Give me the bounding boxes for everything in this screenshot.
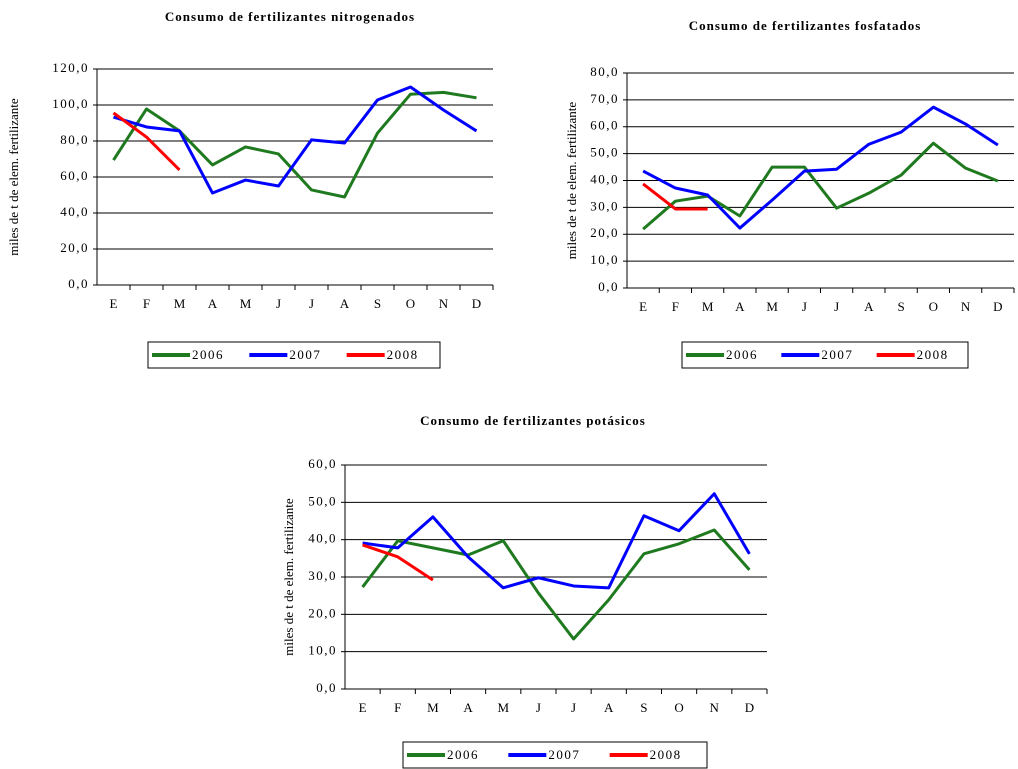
y-tick-label: 100,0	[52, 96, 89, 111]
series-line	[642, 141, 999, 231]
y-tick-label: 30,0	[308, 568, 337, 583]
x-tick-label: N	[439, 296, 449, 311]
x-tick-label: O	[406, 296, 415, 311]
x-tick-label: S	[640, 700, 647, 715]
chart-title: Consumo de fertilizantes fosfatados	[689, 18, 922, 33]
x-tick-label: A	[340, 296, 350, 311]
x-tick-label: M	[240, 296, 252, 311]
chart-title: Consumo de fertilizantes nitrogenados	[165, 9, 415, 24]
y-tick-label: 80,0	[60, 132, 89, 147]
legend-label: 2007	[821, 347, 853, 362]
x-tick-label: O	[674, 700, 683, 715]
legend-label: 2008	[387, 347, 419, 362]
x-tick-label: J	[276, 296, 281, 311]
y-tick-label: 120,0	[52, 60, 89, 75]
y-tick-label: 20,0	[590, 225, 619, 240]
x-tick-label: E	[639, 299, 647, 314]
x-tick-label: E	[359, 700, 367, 715]
x-tick-label: A	[463, 700, 473, 715]
x-tick-label: J	[834, 299, 839, 314]
series-line	[362, 543, 434, 582]
x-tick-label: N	[961, 299, 971, 314]
legend-label: 2006	[192, 347, 224, 362]
series-line	[642, 182, 708, 211]
legend-label: 2008	[917, 347, 949, 362]
x-tick-label: J	[309, 296, 314, 311]
y-tick-label: 50,0	[308, 493, 337, 508]
x-tick-label: J	[802, 299, 807, 314]
y-tick-label: 60,0	[60, 168, 89, 183]
x-tick-label: D	[472, 296, 481, 311]
y-tick-label: 80,0	[590, 64, 619, 79]
series-line	[362, 492, 751, 590]
x-tick-label: N	[710, 700, 720, 715]
x-tick-label: A	[208, 296, 218, 311]
y-tick-label: 0,0	[598, 279, 619, 294]
legend-box	[402, 741, 708, 769]
x-tick-label: M	[766, 299, 778, 314]
x-tick-label: M	[497, 700, 509, 715]
series-line	[112, 111, 181, 172]
y-axis-label: miles de t de elem. fertilizante	[564, 102, 579, 260]
legend-box	[681, 341, 969, 369]
legend-label: 2007	[548, 747, 580, 762]
y-tick-label: 10,0	[590, 252, 619, 267]
y-tick-label: 0,0	[316, 680, 337, 695]
y-tick-label: 0,0	[68, 276, 89, 291]
series-line	[112, 90, 477, 199]
y-tick-label: 70,0	[590, 91, 619, 106]
x-tick-label: M	[702, 299, 714, 314]
x-tick-label: S	[898, 299, 905, 314]
y-tick-label: 60,0	[590, 118, 619, 133]
y-tick-label: 40,0	[590, 171, 619, 186]
chart-title: Consumo de fertilizantes potásicos	[420, 413, 646, 428]
x-tick-label: F	[143, 296, 150, 311]
y-tick-label: 10,0	[308, 643, 337, 658]
x-tick-label: J	[571, 700, 576, 715]
x-tick-label: M	[427, 700, 439, 715]
x-tick-label: A	[864, 299, 874, 314]
x-tick-label: J	[536, 700, 541, 715]
x-tick-label: A	[735, 299, 745, 314]
x-tick-label: D	[993, 299, 1002, 314]
series-line	[361, 528, 751, 641]
y-tick-label: 20,0	[60, 240, 89, 255]
x-tick-label: O	[929, 299, 938, 314]
y-axis-label: miles de t de elem. fertilizante	[281, 498, 296, 656]
x-tick-label: F	[394, 700, 401, 715]
x-tick-label: A	[604, 700, 614, 715]
x-tick-label: M	[174, 296, 186, 311]
x-tick-label: F	[672, 299, 679, 314]
y-tick-label: 20,0	[308, 605, 337, 620]
series-line	[642, 105, 999, 230]
legend-label: 2007	[289, 347, 321, 362]
legend-label: 2008	[650, 747, 682, 762]
y-axis-label: miles de t de elem. fertilizante	[6, 98, 21, 256]
y-tick-label: 60,0	[308, 456, 337, 471]
legend-label: 2006	[726, 347, 758, 362]
x-tick-label: S	[374, 296, 381, 311]
y-tick-label: 30,0	[590, 198, 619, 213]
y-tick-label: 40,0	[60, 204, 89, 219]
legend-box	[147, 341, 441, 369]
y-tick-label: 50,0	[590, 145, 619, 160]
x-tick-label: D	[745, 700, 754, 715]
legend-label: 2006	[447, 747, 479, 762]
series-line	[113, 85, 478, 195]
y-tick-label: 40,0	[308, 531, 337, 546]
x-tick-label: E	[110, 296, 118, 311]
